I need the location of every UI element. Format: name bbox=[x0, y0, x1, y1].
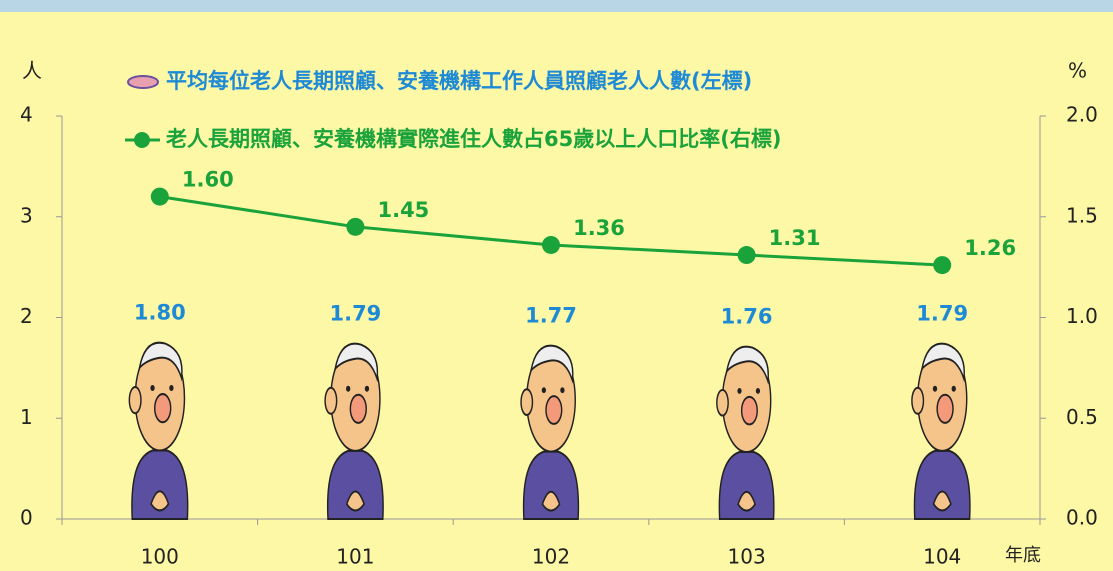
pictograph-icon bbox=[520, 344, 580, 520]
value-label: 1.60 bbox=[182, 168, 234, 192]
legend-swatch bbox=[127, 75, 159, 89]
pictograph-icon bbox=[911, 342, 971, 521]
icon-hair bbox=[138, 341, 183, 382]
icon-ear bbox=[128, 386, 142, 415]
value-label: 1.36 bbox=[573, 216, 625, 240]
value-label: 1.31 bbox=[769, 226, 821, 250]
icon-body bbox=[326, 449, 384, 521]
legend-swatch bbox=[134, 132, 150, 148]
icon-nose bbox=[153, 393, 172, 424]
icon-hands bbox=[541, 490, 561, 512]
icon-body bbox=[522, 450, 580, 520]
top-strip bbox=[0, 0, 1113, 12]
line-point bbox=[933, 256, 952, 275]
x-axis-label: 年底 bbox=[1005, 545, 1041, 566]
icon-eye bbox=[541, 387, 547, 394]
icon-hair bbox=[333, 342, 379, 383]
pictograph-icon bbox=[324, 342, 384, 521]
x-tick-label: 103 bbox=[728, 545, 766, 569]
icon-ear bbox=[520, 388, 534, 416]
y2-axis-label: % bbox=[1068, 59, 1087, 83]
icon-eye bbox=[364, 385, 370, 392]
icon-eye bbox=[755, 387, 761, 394]
y2-tick-label: 0.5 bbox=[1066, 405, 1098, 429]
y-tick-label: 1 bbox=[20, 405, 33, 429]
icon-ear bbox=[911, 386, 925, 415]
icon-body bbox=[131, 449, 189, 521]
value-label: 1.26 bbox=[964, 236, 1016, 260]
icon-hands bbox=[150, 490, 170, 512]
x-tick-label: 102 bbox=[532, 545, 570, 569]
value-label: 1.79 bbox=[916, 302, 968, 326]
y2-tick-label: 0.0 bbox=[1066, 506, 1098, 530]
line-point bbox=[150, 187, 169, 206]
x-tick-label: 101 bbox=[336, 545, 374, 569]
icon-hair bbox=[529, 344, 574, 384]
line-point bbox=[346, 217, 365, 236]
icon-hands bbox=[345, 490, 365, 512]
icon-ear bbox=[324, 386, 338, 415]
icon-eye bbox=[932, 385, 938, 392]
y2-tick-label: 1.0 bbox=[1066, 304, 1098, 328]
icon-nose bbox=[349, 393, 367, 424]
value-label: 1.79 bbox=[329, 302, 381, 326]
icon-hands bbox=[737, 490, 756, 512]
y-axis-label: 人 bbox=[22, 59, 42, 83]
y-tick-label: 0 bbox=[20, 506, 33, 530]
icon-eye bbox=[737, 387, 742, 394]
y2-tick-label: 1.5 bbox=[1066, 203, 1098, 227]
icon-eye bbox=[951, 385, 956, 392]
icon-hair bbox=[920, 342, 965, 383]
value-label: 1.45 bbox=[377, 198, 429, 222]
pictograph-icon bbox=[716, 345, 775, 520]
icon-ear bbox=[716, 388, 729, 417]
x-tick-label: 104 bbox=[923, 545, 961, 569]
legend-label: 平均每位老人長期照顧、安養機構工作人員照顧老人人數(左標) bbox=[166, 69, 752, 93]
y-tick-label: 4 bbox=[20, 103, 33, 127]
icon-nose bbox=[545, 395, 563, 425]
icon-nose bbox=[936, 393, 954, 424]
y2-tick-label: 2.0 bbox=[1066, 103, 1098, 127]
icon-nose bbox=[740, 395, 758, 426]
value-label: 1.76 bbox=[721, 305, 773, 329]
icon-eye bbox=[169, 385, 174, 392]
x-tick-label: 100 bbox=[141, 545, 179, 569]
icon-body bbox=[913, 449, 971, 521]
value-label: 1.77 bbox=[525, 304, 577, 328]
value-label: 1.80 bbox=[134, 301, 186, 325]
line-point bbox=[737, 246, 756, 265]
icon-body bbox=[718, 451, 775, 520]
icon-eye bbox=[150, 385, 155, 392]
legend-label: 老人長期照顧、安養機構實際進住人數占65歲以上人口比率(右標) bbox=[166, 127, 781, 151]
icon-hands bbox=[932, 490, 952, 512]
icon-eye bbox=[560, 387, 565, 394]
y-tick-label: 2 bbox=[20, 304, 33, 328]
pictograph-icon bbox=[128, 341, 189, 521]
icon-hair bbox=[725, 345, 769, 385]
line-point bbox=[542, 235, 560, 254]
y-tick-label: 3 bbox=[20, 203, 33, 227]
icon-eye bbox=[346, 385, 351, 392]
